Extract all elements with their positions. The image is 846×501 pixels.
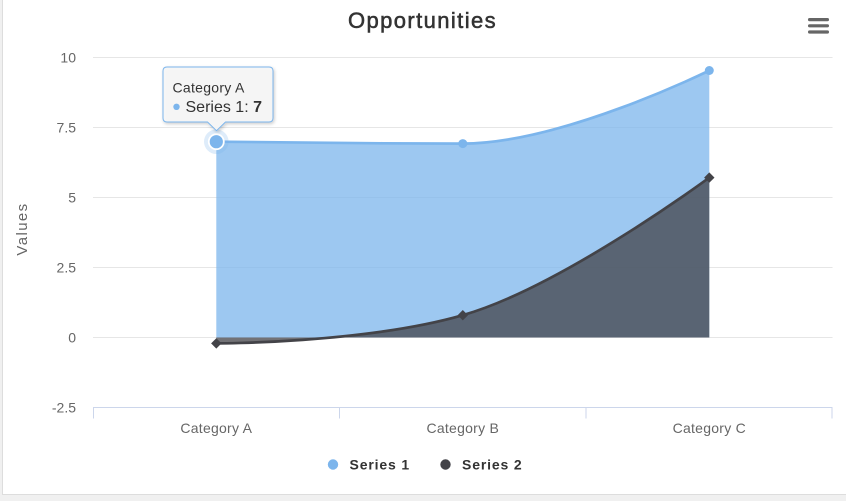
svg-text:Category A: Category A <box>173 80 245 96</box>
svg-text:Opportunities: Opportunities <box>348 8 497 33</box>
svg-text:-2.5: -2.5 <box>52 400 76 416</box>
svg-text:0: 0 <box>68 330 76 346</box>
svg-text:Category C: Category C <box>673 420 746 436</box>
svg-text:Category B: Category B <box>427 420 500 436</box>
svg-text:Values: Values <box>14 202 31 255</box>
svg-text:Series 1: 7: Series 1: 7 <box>186 99 263 116</box>
svg-text:Series 1: Series 1 <box>350 457 411 473</box>
svg-text:7.5: 7.5 <box>57 120 77 136</box>
svg-text:2.5: 2.5 <box>57 260 77 276</box>
svg-text:Category A: Category A <box>180 420 252 436</box>
svg-text:10: 10 <box>60 50 76 66</box>
svg-text:Series 2: Series 2 <box>462 457 523 473</box>
svg-text:5: 5 <box>68 190 76 206</box>
